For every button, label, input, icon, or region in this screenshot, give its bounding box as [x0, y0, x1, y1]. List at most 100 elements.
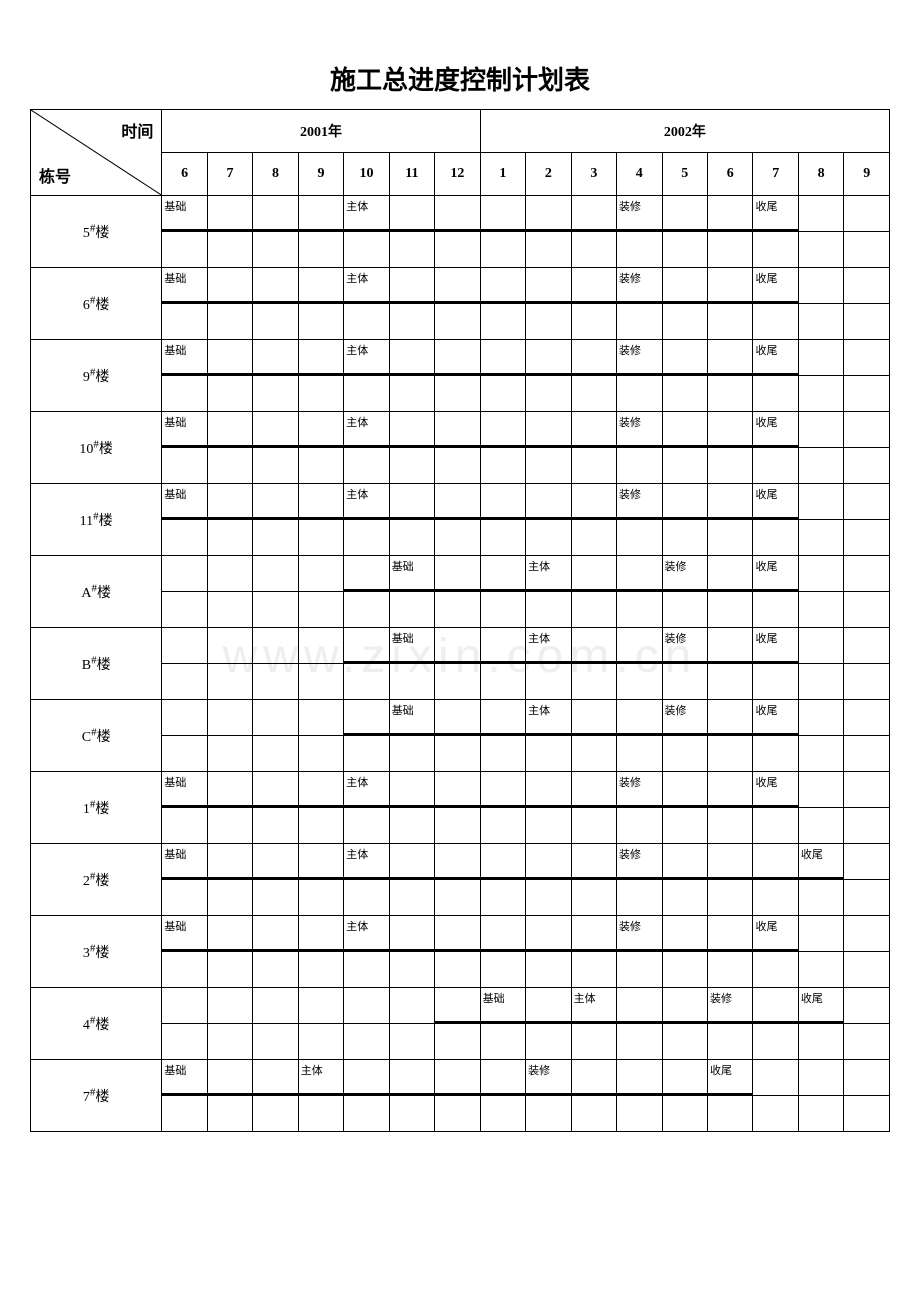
gantt-cell-lower [253, 592, 298, 628]
gantt-cell [389, 484, 434, 520]
gantt-cell-lower [617, 808, 662, 844]
gantt-cell [207, 916, 252, 952]
gantt-cell-lower [571, 592, 616, 628]
gantt-cell [253, 196, 298, 232]
gantt-cell-lower [298, 1024, 343, 1060]
gantt-cell-lower [662, 520, 707, 556]
gantt-cell-lower [298, 592, 343, 628]
gantt-cell [480, 844, 525, 880]
gantt-cell-lower [617, 1096, 662, 1132]
task-label: 主体 [346, 486, 368, 502]
gantt-cell-lower [798, 1024, 843, 1060]
building-label: B#楼 [31, 628, 162, 700]
gantt-cell-lower [753, 592, 798, 628]
gantt-cell [526, 916, 571, 952]
gantt-cell-lower [207, 880, 252, 916]
gantt-cell-lower [435, 880, 480, 916]
gantt-cell-lower [753, 304, 798, 340]
gantt-cell-lower [571, 880, 616, 916]
gantt-cell-lower [617, 304, 662, 340]
task-label: 主体 [528, 630, 550, 646]
gantt-cell-lower [389, 952, 434, 988]
gantt-cell-lower [253, 448, 298, 484]
gantt-cell: 基础 [162, 196, 207, 232]
gantt-cell [207, 628, 252, 664]
gantt-cell [162, 628, 207, 664]
gantt-cell [844, 1060, 890, 1096]
gantt-cell [298, 916, 343, 952]
task-label: 主体 [346, 774, 368, 790]
gantt-cell-lower [617, 592, 662, 628]
gantt-cell-lower [526, 1024, 571, 1060]
gantt-cell-lower [480, 808, 525, 844]
gantt-cell-lower [344, 304, 389, 340]
gantt-cell: 基础 [162, 772, 207, 808]
gantt-cell [207, 844, 252, 880]
building-label: 1#楼 [31, 772, 162, 844]
gantt-cell-lower [480, 1096, 525, 1132]
gantt-cell [844, 844, 890, 880]
building-label: 7#楼 [31, 1060, 162, 1132]
gantt-cell-lower [162, 304, 207, 340]
gantt-cell [571, 412, 616, 448]
gantt-cell-lower [753, 736, 798, 772]
gantt-cell-lower [707, 880, 752, 916]
task-label: 基础 [392, 558, 414, 574]
gantt-cell [389, 196, 434, 232]
gantt-cell [844, 916, 890, 952]
month-header: 8 [798, 153, 843, 196]
gantt-cell-lower [753, 1096, 798, 1132]
gantt-cell: 基础 [162, 1060, 207, 1096]
gantt-cell [298, 412, 343, 448]
gantt-cell [844, 988, 890, 1024]
gantt-cell [617, 628, 662, 664]
gantt-cell-lower [207, 232, 252, 268]
gantt-cell-lower [435, 952, 480, 988]
gantt-cell-lower [344, 1024, 389, 1060]
task-label: 基础 [164, 414, 186, 430]
gantt-cell-lower [435, 808, 480, 844]
gantt-cell [435, 628, 480, 664]
gantt-cell [435, 1060, 480, 1096]
gantt-cell: 主体 [526, 556, 571, 592]
gantt-cell: 收尾 [753, 268, 798, 304]
gantt-cell-lower [344, 592, 389, 628]
gantt-cell: 基础 [480, 988, 525, 1024]
gantt-cell-lower [207, 592, 252, 628]
gantt-cell-lower [435, 448, 480, 484]
gantt-cell-lower [662, 952, 707, 988]
gantt-cell-lower [162, 880, 207, 916]
gantt-cell-lower [207, 736, 252, 772]
gantt-cell [571, 772, 616, 808]
gantt-cell: 主体 [298, 1060, 343, 1096]
gantt-cell: 装修 [617, 772, 662, 808]
gantt-cell-lower [344, 520, 389, 556]
gantt-cell [389, 340, 434, 376]
gantt-cell [253, 988, 298, 1024]
task-label: 基础 [164, 918, 186, 934]
gantt-cell: 装修 [662, 628, 707, 664]
gantt-cell-lower [662, 664, 707, 700]
gantt-cell-lower [526, 592, 571, 628]
gantt-cell: 基础 [162, 844, 207, 880]
gantt-cell-lower [480, 376, 525, 412]
gantt-cell [571, 916, 616, 952]
gantt-cell [253, 700, 298, 736]
gantt-cell-lower [707, 664, 752, 700]
gantt-cell-lower [162, 808, 207, 844]
gantt-cell [844, 484, 890, 520]
gantt-cell [844, 412, 890, 448]
task-label: 装修 [619, 918, 641, 934]
gantt-cell-lower [162, 448, 207, 484]
task-label: 主体 [528, 558, 550, 574]
gantt-cell-lower [344, 232, 389, 268]
gantt-cell [662, 196, 707, 232]
gantt-cell-lower [344, 736, 389, 772]
gantt-cell [480, 196, 525, 232]
gantt-cell-lower [662, 1096, 707, 1132]
gantt-cell-lower [207, 1096, 252, 1132]
gantt-cell-lower [298, 736, 343, 772]
task-label: 装修 [528, 1062, 550, 1078]
gantt-cell-lower [753, 664, 798, 700]
gantt-cell [662, 484, 707, 520]
